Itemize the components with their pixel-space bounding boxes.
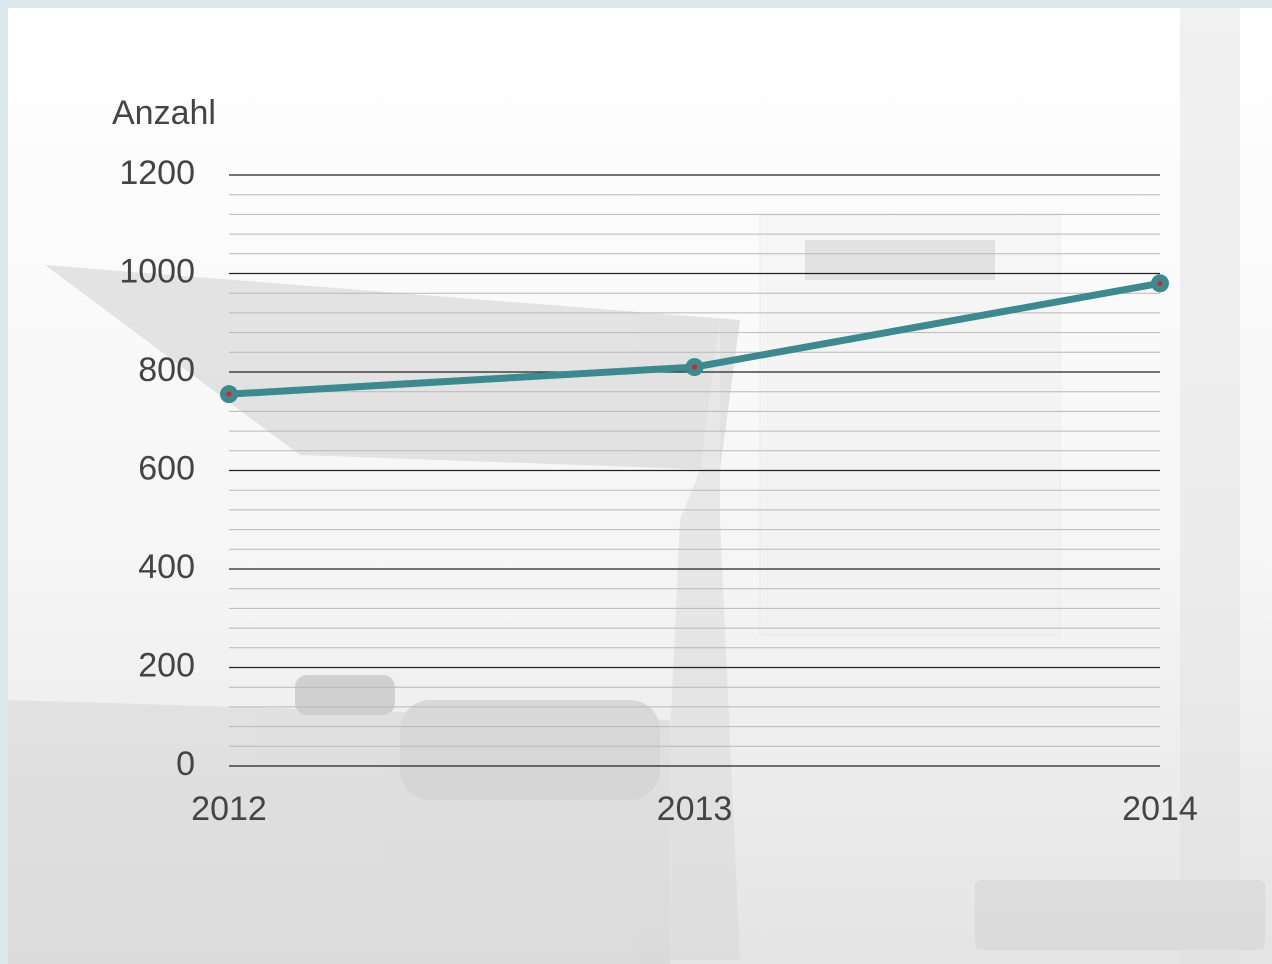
x-tick-label: 2012 — [191, 790, 267, 828]
y-tick-label: 1000 — [119, 252, 195, 290]
data-point-center — [692, 364, 697, 370]
data-point-center — [226, 391, 232, 397]
photo-background — [8, 8, 1272, 964]
data-point-center — [1157, 280, 1163, 286]
y-tick-label: 600 — [138, 449, 195, 487]
y-tick-label: 400 — [138, 548, 195, 586]
y-tick-label: 1200 — [119, 154, 195, 192]
y-axis-title: Anzahl — [112, 94, 216, 132]
y-tick-label: 200 — [138, 646, 195, 684]
y-tick-label: 800 — [138, 351, 195, 389]
y-tick-label: 0 — [176, 745, 195, 783]
x-tick-label: 2014 — [1122, 790, 1198, 828]
x-tick-label: 2013 — [657, 790, 733, 828]
